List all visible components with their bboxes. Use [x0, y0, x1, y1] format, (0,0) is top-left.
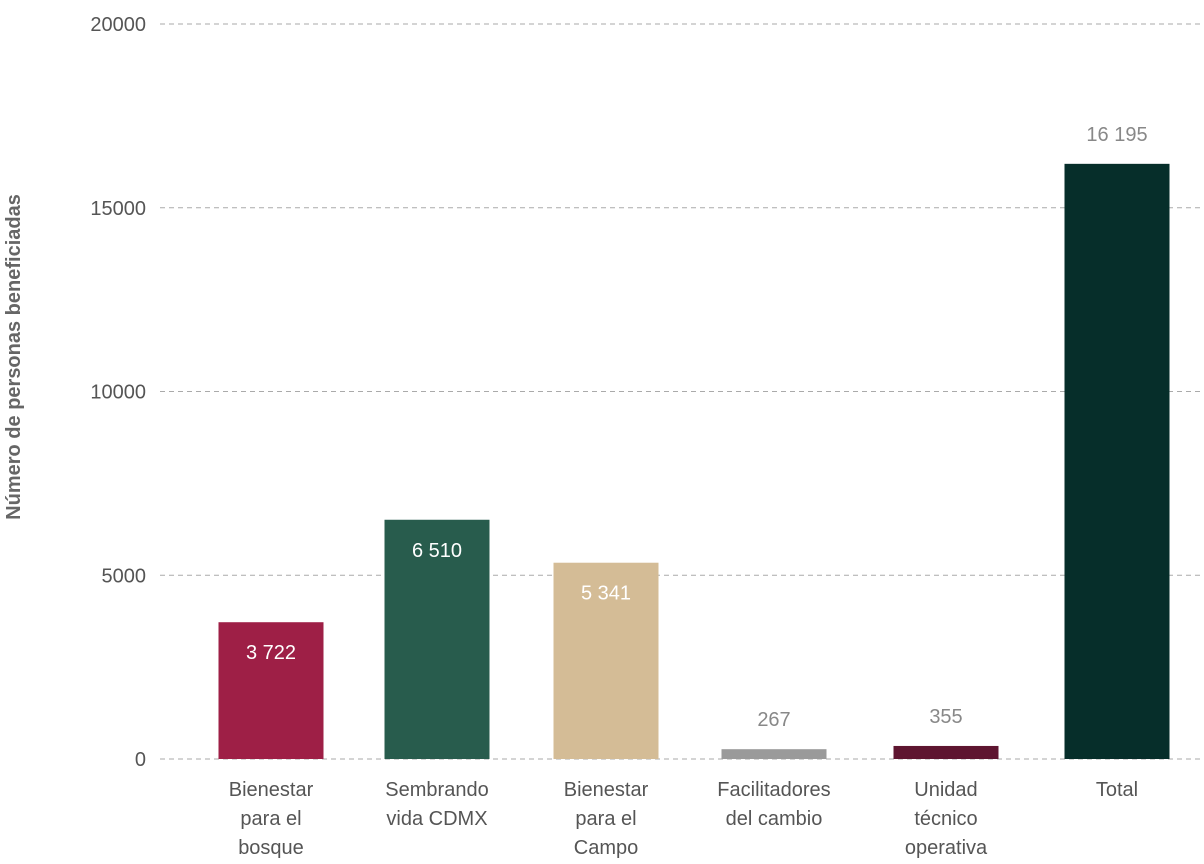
data-label: 5 341	[581, 583, 631, 605]
y-axis-ticks: 0 5000 10000 15000 20000	[90, 14, 146, 771]
x-category-line: Bienestar	[229, 779, 314, 801]
gridlines	[160, 23, 1204, 760]
x-category-line: Unidad	[914, 779, 977, 801]
bar	[218, 622, 324, 759]
data-label: 3 722	[246, 642, 296, 664]
data-labels: 3 722 6 510 5 341 267 355 16 195	[246, 124, 1148, 731]
bar	[384, 519, 490, 759]
data-label: 16 195	[1086, 124, 1147, 146]
y-tick-label: 0	[135, 749, 146, 771]
bar	[893, 745, 999, 759]
x-category-line: Campo	[574, 837, 638, 859]
y-tick-label: 10000	[90, 382, 146, 404]
x-category-line: para el	[575, 808, 636, 830]
x-category-line: Bienestar	[564, 779, 649, 801]
x-category-label: Sembrando vida CDMX	[385, 779, 488, 830]
y-tick-label: 15000	[90, 198, 146, 220]
x-category-line: operativa	[905, 837, 988, 859]
x-axis-categories: Bienestar para el bosque Sembrando vida CDMX…	[229, 779, 1138, 859]
bar	[1064, 163, 1170, 760]
x-category-line: Facilitadores	[717, 779, 830, 801]
data-label: 6 510	[412, 540, 462, 562]
x-category-label: Facilitadores del cambio	[717, 779, 830, 830]
x-category-line: para el	[240, 808, 301, 830]
data-label: 355	[929, 706, 962, 728]
y-axis-title: Número de personas beneficiadas	[3, 194, 25, 520]
data-label: 267	[757, 709, 790, 731]
bar	[721, 749, 827, 759]
x-category-line: bosque	[238, 837, 304, 859]
x-category-line: vida CDMX	[386, 808, 487, 830]
x-category-line: del cambio	[726, 808, 823, 830]
bar	[553, 562, 659, 759]
bars	[218, 163, 1170, 760]
y-tick-label: 20000	[90, 14, 146, 36]
y-tick-label: 5000	[102, 565, 147, 587]
x-category-line: técnico	[914, 808, 977, 830]
x-category-label: Bienestar para el Campo	[564, 779, 649, 859]
x-category-label: Total	[1096, 779, 1138, 801]
x-category-label: Unidad técnico operativa	[905, 779, 988, 859]
x-category-line: Sembrando	[385, 779, 488, 801]
x-category-line: Total	[1096, 779, 1138, 801]
x-category-label: Bienestar para el bosque	[229, 779, 314, 859]
